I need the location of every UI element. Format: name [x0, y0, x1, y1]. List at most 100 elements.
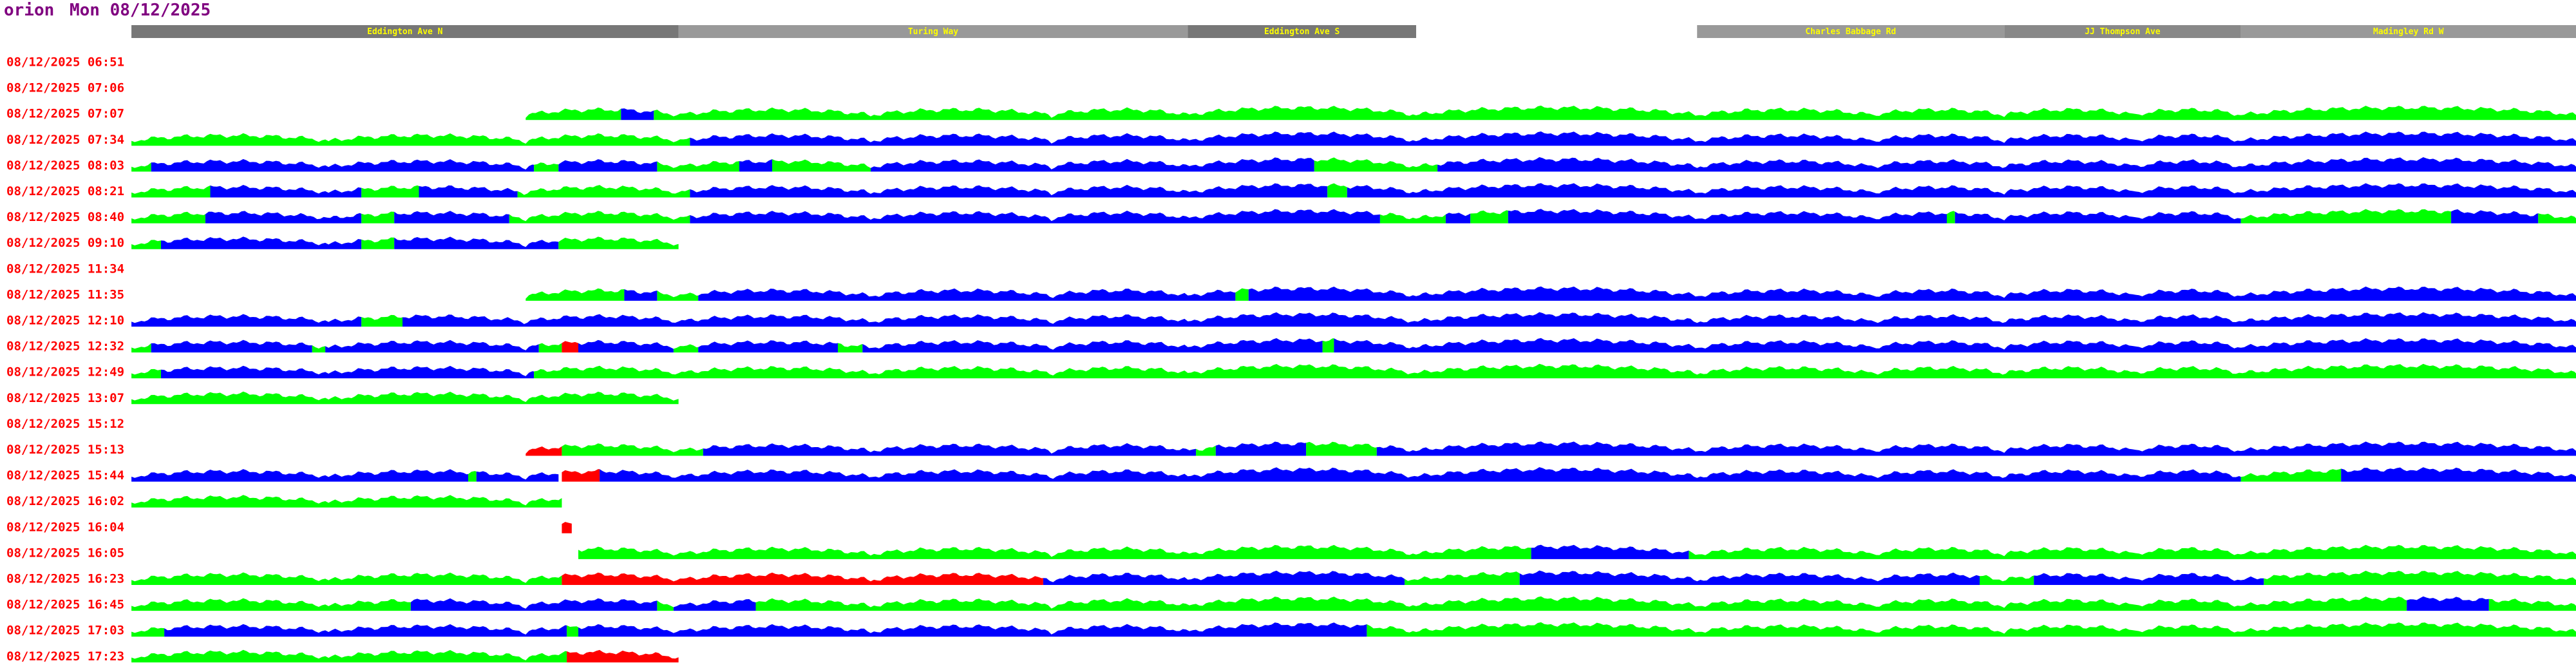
- traffic-segment: [624, 289, 658, 301]
- trip-time: 08/12/2025 08:03: [6, 158, 124, 173]
- traffic-segment: [402, 312, 2576, 327]
- traffic-segment: [578, 544, 1531, 559]
- road-bar: Eddington Ave N Turing Way Eddington Ave S…: [131, 25, 2576, 38]
- road-segment: [1697, 25, 2005, 38]
- traffic-segment: [2240, 209, 2452, 224]
- traffic-segment: [1376, 441, 2576, 456]
- trip-time: 08/12/2025 16:45: [6, 598, 124, 612]
- traffic-segment: [698, 340, 838, 353]
- road-segment: [678, 25, 1188, 38]
- road-segment: [1188, 25, 1416, 38]
- traffic-segment: [131, 649, 567, 663]
- traffic-segment: [131, 211, 205, 224]
- traffic-segment: [673, 599, 756, 611]
- traffic-segment: [562, 469, 600, 482]
- traffic-segment: [838, 343, 863, 353]
- traffic-segment: [1367, 622, 2576, 637]
- trip-time: 08/12/2025 16:02: [6, 494, 124, 508]
- traffic-segment: [578, 622, 1367, 637]
- traffic-segment: [205, 211, 362, 224]
- traffic-segment: [1980, 575, 2034, 585]
- traffic-segment: [361, 211, 395, 224]
- traffic-segment: [621, 108, 654, 120]
- trip-time: 08/12/2025 15:12: [6, 417, 124, 431]
- traffic-segment: [394, 236, 559, 249]
- traffic-segment: [755, 596, 2407, 611]
- traffic-segment: [1043, 570, 1405, 585]
- traffic-segment: [131, 162, 151, 172]
- trip-time: 08/12/2025 16:23: [6, 572, 124, 586]
- traffic-segment: [654, 105, 2576, 120]
- trip-time: 08/12/2025 16:04: [6, 520, 124, 534]
- traffic-segment: [562, 341, 578, 353]
- trip-time: 08/12/2025 08:21: [6, 184, 124, 198]
- trip-time: 08/12/2025 16:05: [6, 546, 124, 560]
- traffic-segment: [410, 598, 658, 611]
- traffic-segment: [131, 368, 161, 379]
- traffic-segment: [131, 598, 411, 611]
- traffic-segment: [1314, 157, 1438, 172]
- traffic-segment: [739, 159, 772, 172]
- traffic-segment: [562, 572, 1043, 585]
- traffic-segment: [161, 236, 362, 249]
- traffic-segment: [131, 133, 690, 146]
- traffic-segment: [131, 240, 161, 249]
- traffic-segment: [1437, 157, 2576, 172]
- traffic-segment: [1235, 288, 1249, 301]
- traffic-segment: [657, 291, 699, 301]
- trip-time: 08/12/2025 07:34: [6, 133, 124, 147]
- traffic-segment: [1248, 286, 2576, 301]
- traffic-segment: [657, 600, 674, 611]
- traffic-segment: [2451, 209, 2539, 224]
- road-label: Madingley Rd W: [2373, 27, 2444, 37]
- trip-time: 08/12/2025 11:35: [6, 287, 124, 302]
- trip-time: 08/12/2025 17:23: [6, 649, 124, 664]
- trip-time: 08/12/2025 09:10: [6, 236, 124, 250]
- traffic-segment: [673, 344, 699, 353]
- traffic-segment: [1347, 183, 2576, 198]
- trip-time: 08/12/2025 08:40: [6, 210, 124, 224]
- traffic-segment: [690, 183, 1328, 198]
- traffic-segment: [871, 157, 1314, 172]
- traffic-segment: [476, 471, 559, 482]
- traffic-segment: [558, 159, 658, 172]
- traffic-segment: [509, 211, 690, 224]
- traffic-segment: [151, 340, 312, 353]
- trip-time: 08/12/2025 06:51: [6, 55, 124, 70]
- traffic-segment: [517, 185, 690, 198]
- trip-time: 08/12/2025 17:03: [6, 624, 124, 638]
- traffic-segment: [2240, 468, 2342, 482]
- trip-time: 08/12/2025 12:10: [6, 314, 124, 328]
- traffic-segment: [562, 522, 572, 533]
- road-segment: [2004, 25, 2241, 38]
- traffic-segment: [1689, 544, 2576, 559]
- traffic-segment: [131, 314, 362, 327]
- traffic-segment: [325, 340, 539, 353]
- traffic-segment: [468, 471, 477, 482]
- trip-rows: 08/12/2025 06:51 08/12/2025 07:06 08/12/20…: [6, 55, 2576, 664]
- traffic-segment: [558, 236, 679, 249]
- road-label: JJ Thompson Ave: [2085, 27, 2161, 37]
- traffic-segment: [1531, 544, 1689, 559]
- traffic-segment: [131, 469, 469, 482]
- traffic-segment: [1334, 338, 2576, 353]
- traffic-segment: [1470, 210, 1508, 224]
- traffic-segment: [526, 446, 562, 456]
- trip-time: 08/12/2025 11:34: [6, 262, 124, 276]
- traffic-segment: [1196, 445, 1216, 456]
- traffic-segment: [1215, 441, 1307, 456]
- traffic-segment: [164, 624, 567, 637]
- traffic-segment: [534, 162, 559, 172]
- traffic-segment: [2264, 570, 2576, 585]
- road-segment: [131, 25, 679, 38]
- traffic-segment: [600, 467, 2241, 482]
- trip-time: 08/12/2025 15:44: [6, 468, 124, 483]
- road-label: Eddington Ave S: [1264, 27, 1340, 37]
- traffic-segment: [394, 211, 509, 224]
- traffic-segment: [698, 288, 1236, 301]
- traffic-segment: [2407, 596, 2489, 611]
- traffic-segment: [361, 237, 395, 249]
- traffic-segment: [131, 391, 679, 405]
- trip-time: 08/12/2025 07:07: [6, 107, 124, 121]
